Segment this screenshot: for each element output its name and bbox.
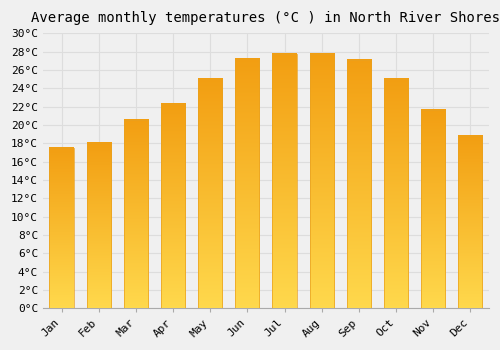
Bar: [384, 79, 408, 308]
Bar: [310, 54, 334, 308]
Bar: [421, 110, 445, 308]
Bar: [458, 136, 482, 308]
Bar: [124, 120, 148, 308]
Title: Average monthly temperatures (°C ) in North River Shores: Average monthly temperatures (°C ) in No…: [32, 11, 500, 25]
Bar: [236, 59, 260, 308]
Bar: [86, 143, 111, 308]
Bar: [347, 60, 371, 308]
Bar: [272, 54, 296, 308]
Bar: [198, 79, 222, 308]
Bar: [50, 148, 74, 308]
Bar: [161, 104, 185, 308]
